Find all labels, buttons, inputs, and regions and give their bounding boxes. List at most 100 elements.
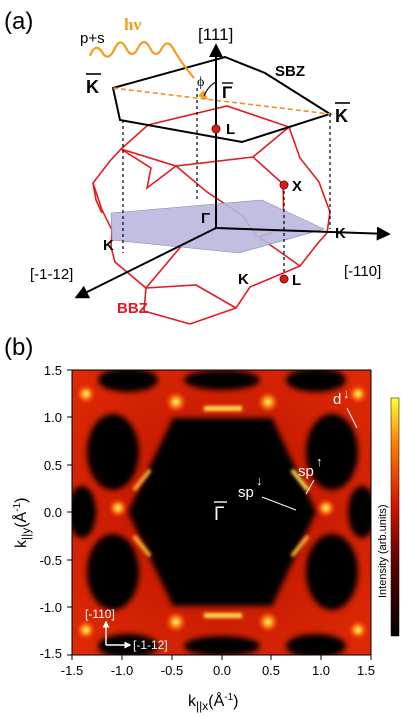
x-tick-label: -0.5 [161, 663, 183, 678]
point-L-top-label: L [226, 121, 235, 138]
gamma-bar-label: Γ [222, 83, 232, 102]
pocket-bottom-right [286, 634, 346, 655]
colorbar-label: Intensity (arb.units) [377, 504, 389, 598]
point-L-bottom-label: L [292, 272, 301, 289]
y-tick-label: 0.0 [44, 505, 62, 520]
bright-features [132, 406, 310, 618]
hot-spot-4 [257, 611, 279, 633]
colorbar [390, 397, 400, 637]
hot-spot-1 [165, 391, 187, 413]
point-X-label: X [292, 178, 302, 195]
dark-pockets [72, 370, 371, 655]
panel-b: (b) [4, 334, 400, 713]
projection-dashes [122, 88, 331, 278]
y-tick-label: -1.0 [40, 600, 62, 615]
sbz-label: SBZ [275, 63, 305, 80]
polarization-label: p+s [80, 30, 105, 47]
label-sp-up-arrow: ↑ [316, 454, 323, 469]
label-sp-down-arrow: ↓ [256, 473, 263, 488]
pocket-bottom [184, 636, 260, 655]
hot-spot-6 [316, 498, 336, 518]
pointer-d [346, 407, 358, 429]
high-symmetry-points [211, 124, 289, 284]
streak-top [204, 406, 242, 411]
hot-spots [76, 384, 368, 640]
x-ticks [71, 655, 372, 660]
streak-ur [290, 468, 310, 492]
photon-wave [88, 40, 195, 79]
point-L-bottom [279, 274, 289, 284]
hot-spot-7 [348, 384, 368, 404]
pointer-sp-down [261, 496, 297, 511]
phi-arc [203, 81, 217, 97]
x-tick-labels: -1.5 -1.0 -0.5 0.0 0.5 1.0 1.5 [61, 663, 375, 678]
k-bar-left: K [86, 77, 99, 97]
bbz-inner-bottom [145, 284, 237, 309]
x-tick-label: 1.5 [357, 663, 375, 678]
k-k-dashed-line [112, 87, 331, 115]
pointer-sp-up [305, 479, 315, 495]
gamma-plane [110, 199, 325, 254]
phi-label: ϕ [197, 75, 204, 90]
point-K-left-label: K [103, 237, 114, 254]
axis-m1m12-label: [-1-12] [30, 266, 73, 283]
streak-bottom [204, 613, 242, 618]
point-K-bottom-label: K [238, 271, 249, 288]
axis-m110-label: [-110] [344, 263, 381, 280]
pocket-lower-left [87, 534, 139, 610]
dir-110-label: [-110] [85, 607, 115, 621]
bbz-right-lower [189, 232, 328, 325]
y-ticks [67, 369, 72, 656]
label-sp-up: sp [298, 463, 314, 480]
label-d: d [333, 391, 341, 408]
hot-spot-8 [76, 384, 96, 404]
central-hexagon [128, 418, 316, 606]
pocket-lower-right [306, 534, 358, 610]
bbz-upper-right-edges [288, 126, 331, 234]
k-bar-right: K [335, 106, 348, 126]
axis-m1m12 [74, 227, 217, 299]
axis-111-label: [111] [198, 25, 233, 44]
gamma-bar-center: Γ [214, 504, 224, 525]
pocket-upper-left [87, 414, 139, 490]
x-tick-label: -1.0 [111, 663, 133, 678]
bbz-mid-left [92, 182, 103, 214]
point-X [279, 180, 289, 190]
bbz-inner-left-face [120, 148, 177, 190]
x-tick-label: 0.5 [262, 663, 280, 678]
axis-m110 [215, 226, 391, 241]
hot-spot-10 [76, 620, 96, 640]
point-K-right-label: K [335, 225, 346, 242]
hot-spot-9 [348, 620, 368, 640]
y-tick-label: 0.5 [44, 458, 62, 473]
bbz-inner-left [145, 243, 184, 289]
y-tick-label: -0.5 [40, 553, 62, 568]
pocket-right [348, 486, 371, 538]
label-sp-down: sp [238, 484, 254, 501]
streak-ll [132, 534, 152, 558]
bbz-label: BBZ [117, 300, 148, 317]
x-tick-label: 1.0 [312, 663, 330, 678]
point-gamma-label: Γ [201, 210, 210, 227]
hot-spot-3 [165, 611, 187, 633]
streak-lr [290, 534, 310, 558]
point-L-top [211, 124, 221, 134]
y-axis-label: k||y(Å-1) [11, 498, 33, 548]
hot-spot-5 [108, 498, 128, 518]
heatmap [72, 370, 371, 655]
bbz-left-lower [110, 229, 191, 325]
panel-a: (a) [4, 8, 391, 325]
hot-spot-2 [257, 391, 279, 413]
x-tick-label: -1.5 [61, 663, 83, 678]
x-tick-label: 0.0 [213, 663, 231, 678]
photon-label: hν [124, 15, 141, 34]
pocket-upper-right [306, 414, 358, 490]
panel-a-label: (a) [4, 8, 33, 35]
panel-b-label: (b) [4, 334, 33, 361]
pocket-top-right [286, 370, 346, 392]
pocket-top [184, 370, 260, 390]
y-tick-label: -1.5 [40, 646, 62, 661]
photon-arrowhead [198, 90, 208, 100]
pocket-left [72, 486, 96, 538]
